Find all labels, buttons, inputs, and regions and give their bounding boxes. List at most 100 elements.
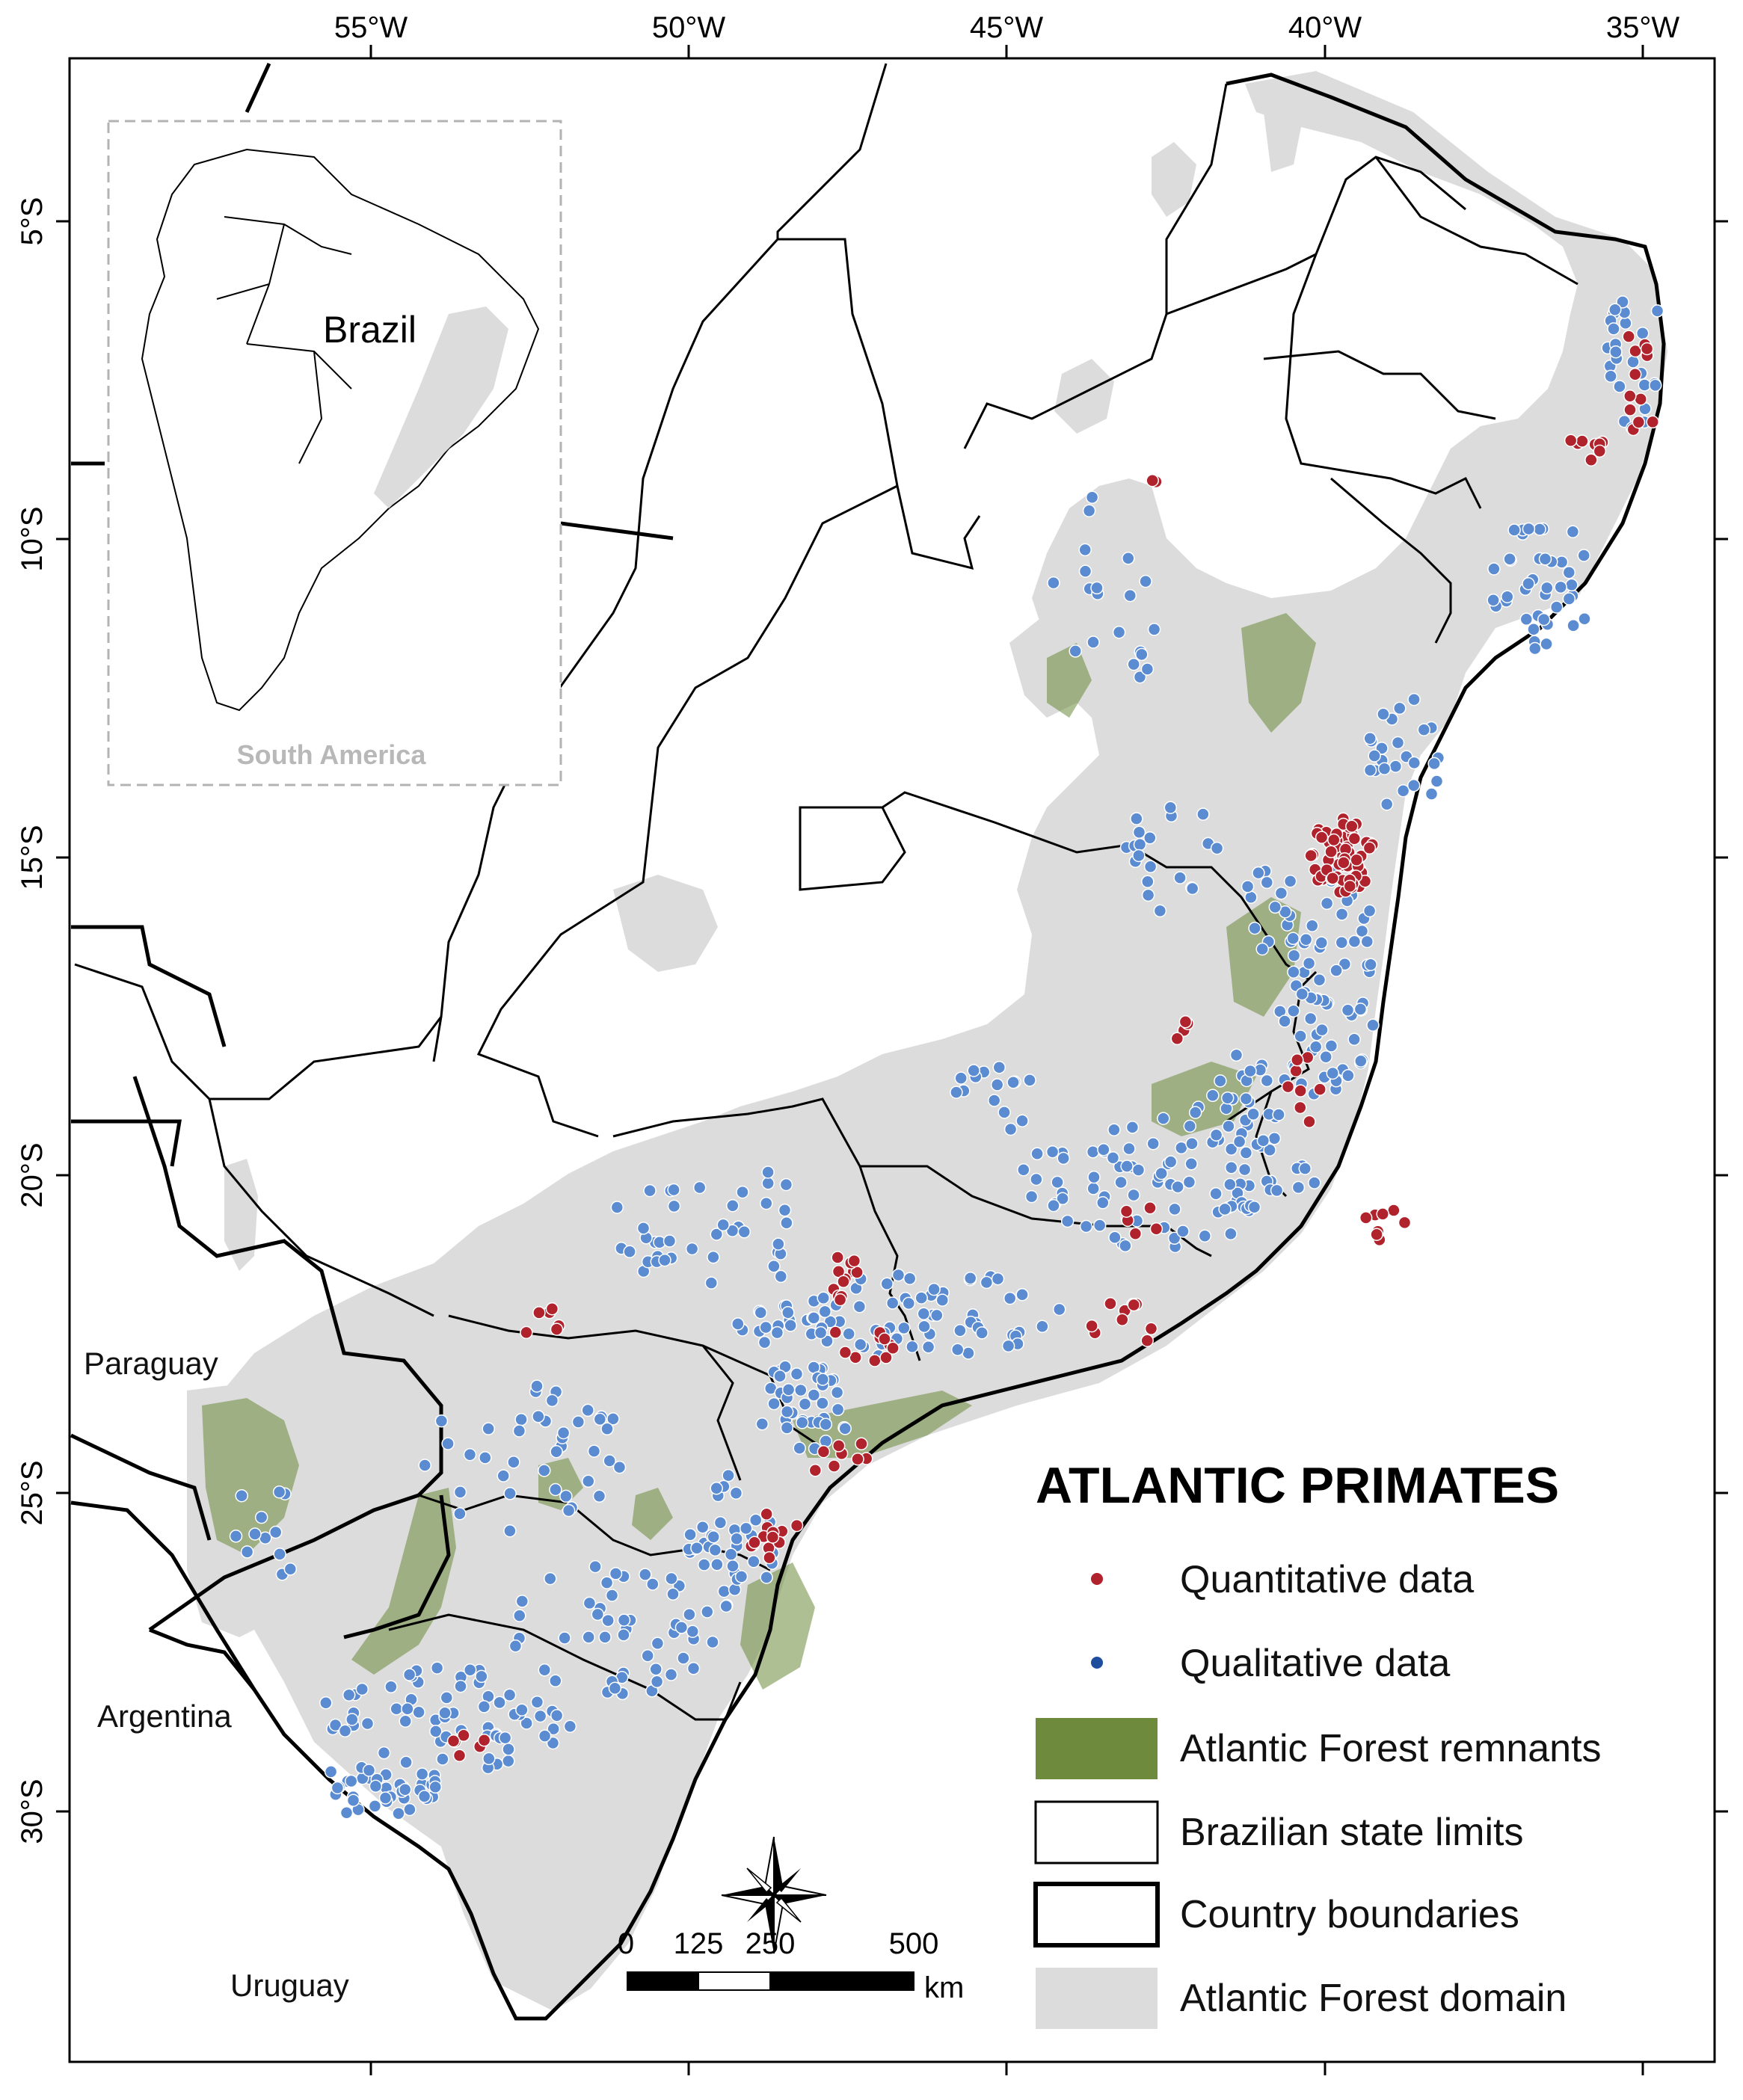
qualitative-point <box>618 1614 630 1626</box>
quantitative-point <box>766 1531 778 1543</box>
lat-tick-20s: 20°S <box>16 1142 49 1207</box>
qualitative-point <box>775 1270 787 1282</box>
qualitative-point <box>1368 750 1380 762</box>
qualitative-point <box>738 1226 750 1238</box>
qualitative-point <box>1273 1109 1285 1121</box>
qualitative-point <box>815 1327 827 1339</box>
qualitative-point <box>737 1186 748 1198</box>
legend-item-qualitative: Qualitative data <box>1091 1642 1450 1685</box>
qualitative-point <box>839 1423 851 1435</box>
scale-tick-0: 0 <box>618 1927 634 1960</box>
quantitative-point <box>1647 416 1659 428</box>
qualitative-point <box>768 1260 780 1272</box>
quantitative-point <box>1593 445 1605 457</box>
qualitative-point <box>610 1568 622 1580</box>
qualitative-point <box>650 1663 662 1675</box>
quantitative-point <box>520 1326 532 1338</box>
quantitative-point <box>1344 881 1356 893</box>
qualitative-point <box>614 1462 626 1474</box>
qualitative-point <box>768 1398 780 1410</box>
qualitative-point <box>1187 883 1199 895</box>
qualitative-point <box>502 1743 514 1755</box>
quantitative-point <box>1303 1115 1315 1127</box>
qualitative-point <box>1330 964 1342 976</box>
qualitative-point <box>1529 643 1541 655</box>
qualitative-point <box>904 1272 916 1284</box>
qualitative-point <box>363 1764 375 1776</box>
quantitative-point <box>1144 1202 1156 1214</box>
qualitative-point <box>720 1601 732 1613</box>
qualitative-point <box>1149 623 1161 635</box>
qualitative-point <box>980 1276 992 1288</box>
qualitative-point <box>1087 1183 1099 1195</box>
quantitative-point <box>833 1440 845 1452</box>
quantitative-point <box>855 1438 867 1450</box>
qualitative-point <box>1504 553 1516 565</box>
qualitative-point <box>954 1325 966 1337</box>
qualitative-point <box>582 1631 594 1643</box>
qualitative-point <box>993 1062 1005 1074</box>
qualitative-point <box>732 1318 744 1330</box>
qualitative-point <box>1306 920 1318 932</box>
quantitative-point <box>546 1303 558 1315</box>
qualitative-point <box>1408 780 1420 792</box>
qualitative-point <box>331 1782 343 1794</box>
qualitative-point <box>1508 524 1520 536</box>
qualitative-point <box>1154 905 1166 917</box>
qualitative-point <box>455 1486 467 1498</box>
qualitative-point <box>771 1327 783 1339</box>
legend-swatch-qualitative <box>1091 1657 1103 1669</box>
qualitative-point <box>1528 623 1540 635</box>
qualitative-point <box>588 1445 600 1457</box>
scale-bar: 0 125 250 500 km <box>618 1927 964 2004</box>
qualitative-point <box>1210 1188 1222 1200</box>
lat-tick-25s: 25°S <box>16 1460 49 1525</box>
qualitative-point <box>539 1730 551 1742</box>
quantitative-point <box>448 1735 460 1747</box>
quantitative-point <box>839 1346 851 1358</box>
qualitative-point <box>1174 872 1186 884</box>
qualitative-point <box>1294 1030 1306 1042</box>
quantitative-point <box>887 1342 899 1354</box>
qualitative-point <box>855 1339 867 1351</box>
qualitative-point <box>725 1548 737 1560</box>
qualitative-point <box>483 1752 495 1764</box>
qualitative-point <box>502 1755 514 1767</box>
qualitative-point <box>1047 1146 1059 1158</box>
qualitative-point <box>345 1776 357 1788</box>
qualitative-point <box>516 1704 528 1716</box>
qualitative-point <box>736 1571 748 1583</box>
quantitative-point <box>551 1323 563 1335</box>
qualitative-point <box>1269 901 1281 913</box>
qualitative-point <box>479 1452 491 1464</box>
qualitative-point <box>711 1559 723 1571</box>
quantitative-point <box>831 1251 843 1263</box>
qualitative-point <box>284 1563 296 1575</box>
qualitative-point <box>1004 1293 1016 1305</box>
qualitative-point <box>1567 526 1578 538</box>
legend-swatch-forest-domain <box>1036 1968 1158 2029</box>
qualitative-point <box>1261 876 1273 888</box>
qualitative-point <box>1048 577 1060 589</box>
qualitative-point <box>1652 305 1664 317</box>
qualitative-point <box>1563 593 1575 605</box>
qualitative-point <box>320 1697 332 1709</box>
quantitative-point <box>869 1355 881 1367</box>
qualitative-point <box>651 1675 663 1687</box>
qualitative-point <box>1348 1033 1360 1045</box>
qualitative-point <box>1325 1040 1337 1052</box>
qualitative-point <box>564 1720 576 1732</box>
quantitative-point <box>1348 833 1360 845</box>
qualitative-point <box>464 1664 476 1676</box>
qualitative-point <box>1080 565 1092 577</box>
qualitative-point <box>1271 1184 1283 1196</box>
qualitative-point <box>1381 798 1393 810</box>
quantitative-point <box>1294 1085 1306 1097</box>
qualitative-point <box>429 1781 441 1793</box>
qualitative-point <box>1551 601 1563 613</box>
qualitative-point <box>1296 988 1308 1000</box>
qualitative-point <box>1214 1075 1226 1087</box>
qualitative-point <box>754 1307 766 1319</box>
qualitative-point <box>504 1689 516 1701</box>
qualitative-point <box>1054 1304 1066 1316</box>
